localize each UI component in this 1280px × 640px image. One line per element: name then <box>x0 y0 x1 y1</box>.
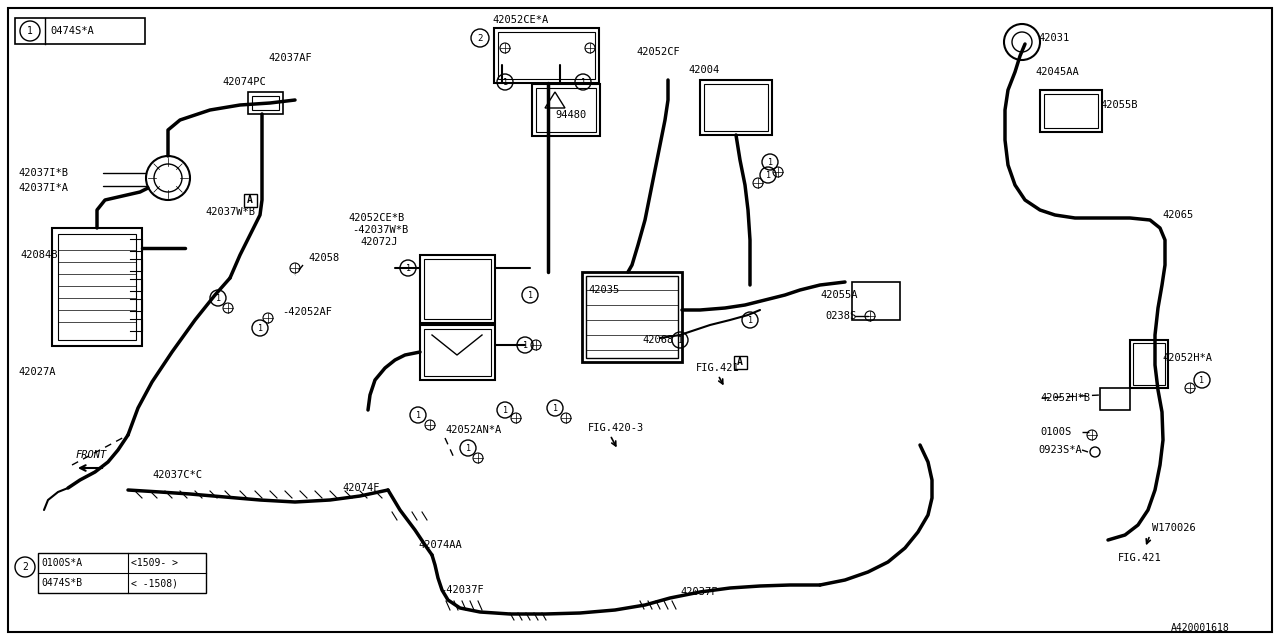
Bar <box>252 96 279 110</box>
Text: 1: 1 <box>503 406 507 415</box>
Text: 42035: 42035 <box>588 285 620 295</box>
Bar <box>243 193 256 207</box>
Text: 42052AN*A: 42052AN*A <box>445 425 502 435</box>
Text: 0923S*A: 0923S*A <box>1038 445 1082 455</box>
Bar <box>733 355 746 369</box>
Text: < -1508): < -1508) <box>131 578 178 588</box>
Bar <box>852 282 900 320</box>
Text: 42037I*A: 42037I*A <box>18 183 68 193</box>
Bar <box>420 255 495 323</box>
Text: FIG.420-3: FIG.420-3 <box>588 423 644 433</box>
Text: 0474S*A: 0474S*A <box>50 26 93 36</box>
Text: 42045AA: 42045AA <box>1036 67 1079 77</box>
Text: 42037C*C: 42037C*C <box>152 470 202 480</box>
Bar <box>248 92 283 114</box>
Text: 0100S: 0100S <box>1039 427 1071 437</box>
Text: 1: 1 <box>765 170 771 179</box>
Text: 1: 1 <box>768 157 773 166</box>
Bar <box>1044 94 1098 128</box>
Bar <box>424 259 492 319</box>
Text: 1: 1 <box>215 294 220 303</box>
Text: A: A <box>737 357 742 367</box>
Text: 42037W*B: 42037W*B <box>205 207 255 217</box>
Bar <box>704 84 768 131</box>
Text: 2: 2 <box>477 33 483 42</box>
Bar <box>15 18 145 44</box>
Bar <box>494 28 599 83</box>
Text: 42037AF: 42037AF <box>268 53 312 63</box>
Bar <box>420 325 495 380</box>
Text: FIG.421: FIG.421 <box>696 363 740 373</box>
Text: 1: 1 <box>522 340 527 349</box>
Text: 1: 1 <box>27 26 33 36</box>
Text: 42084B: 42084B <box>20 250 58 260</box>
Bar <box>586 276 678 358</box>
Text: -42037W*B: -42037W*B <box>352 225 408 235</box>
Text: 42055B: 42055B <box>1100 100 1138 110</box>
Text: 42065: 42065 <box>1162 210 1193 220</box>
Bar <box>1130 340 1169 388</box>
Text: -42037F: -42037F <box>440 585 484 595</box>
Bar <box>536 88 596 132</box>
Bar <box>1133 343 1165 385</box>
Bar <box>1100 388 1130 410</box>
Text: 1: 1 <box>1199 376 1204 385</box>
Text: 1: 1 <box>466 444 471 452</box>
Text: 0238S: 0238S <box>826 311 856 321</box>
Text: 42074F: 42074F <box>342 483 379 493</box>
Text: 1: 1 <box>553 403 558 413</box>
Text: 1: 1 <box>527 291 532 300</box>
Text: 42052CE*A: 42052CE*A <box>492 15 548 25</box>
Text: 42037I*B: 42037I*B <box>18 168 68 178</box>
Text: 42027A: 42027A <box>18 367 55 377</box>
Text: <1509- >: <1509- > <box>131 558 178 568</box>
Text: 1: 1 <box>677 335 682 344</box>
Text: 0474S*B: 0474S*B <box>41 578 82 588</box>
Text: 42052H*B: 42052H*B <box>1039 393 1091 403</box>
Text: 42037F: 42037F <box>680 587 718 597</box>
Text: 42068: 42068 <box>643 335 673 345</box>
Text: W170026: W170026 <box>1152 523 1196 533</box>
Text: FIG.421: FIG.421 <box>1117 553 1162 563</box>
Text: 42004: 42004 <box>689 65 719 75</box>
Bar <box>532 84 600 136</box>
Bar <box>52 228 142 346</box>
Text: 1: 1 <box>257 323 262 333</box>
Text: 42052H*A: 42052H*A <box>1162 353 1212 363</box>
Bar <box>498 32 595 79</box>
Text: 94480: 94480 <box>556 110 586 120</box>
Text: 42055A: 42055A <box>820 290 858 300</box>
Text: A: A <box>247 195 253 205</box>
Bar <box>700 80 772 135</box>
Text: 0100S*A: 0100S*A <box>41 558 82 568</box>
Text: A420001618: A420001618 <box>1171 623 1229 633</box>
Text: 1: 1 <box>581 77 585 86</box>
Bar <box>582 272 682 362</box>
Text: 42058: 42058 <box>308 253 339 263</box>
Text: -42052AF: -42052AF <box>282 307 332 317</box>
Text: 42052CE*B: 42052CE*B <box>348 213 404 223</box>
Text: 42052CF: 42052CF <box>636 47 680 57</box>
Text: 2: 2 <box>22 562 28 572</box>
Text: FRONT: FRONT <box>76 450 108 460</box>
Text: 42031: 42031 <box>1038 33 1069 43</box>
Text: 42074PC: 42074PC <box>221 77 266 87</box>
Text: 42072J: 42072J <box>360 237 398 247</box>
Bar <box>424 329 492 376</box>
Text: 1: 1 <box>503 77 507 86</box>
Text: 1: 1 <box>748 316 753 324</box>
Bar <box>1039 90 1102 132</box>
Text: 1: 1 <box>416 410 421 419</box>
Text: 42074AA: 42074AA <box>419 540 462 550</box>
Text: 1: 1 <box>406 264 411 273</box>
Bar <box>58 234 136 340</box>
Bar <box>38 553 206 593</box>
